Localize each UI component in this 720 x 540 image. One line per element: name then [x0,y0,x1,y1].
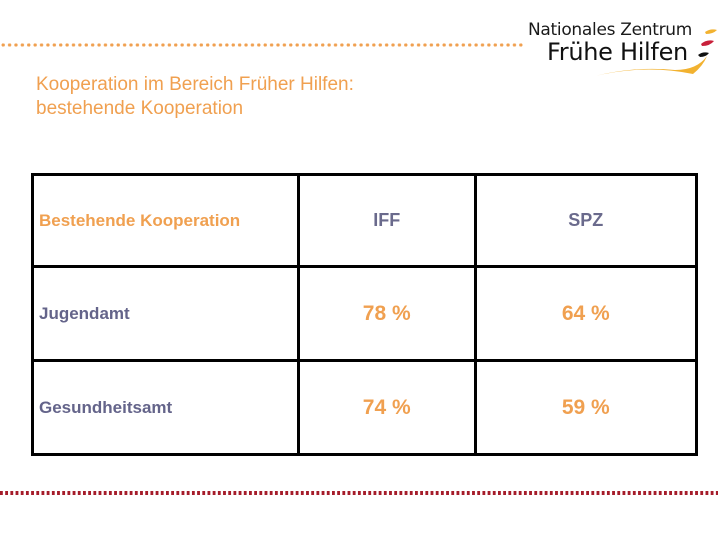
value-cell-spz: 64 % [473,265,699,362]
table-row: Gesundheitsamt 74 % 59 % [31,359,699,456]
logo-text-line1: Nationales Zentrum [528,20,693,40]
header-cell-iff: IFF [296,173,477,268]
value-iff: 74 % [362,395,411,419]
cooperation-table: Bestehende Kooperation IFF SPZ Jugendamt… [31,173,699,456]
value-cell-spz: 59 % [473,359,699,456]
top-dotted-rule [0,43,523,47]
value-spz: 64 % [561,301,610,325]
row-label-cell: Jugendamt [31,265,300,362]
value-spz: 59 % [561,395,610,419]
header-label-spz: SPZ [568,210,604,230]
slide-title-line2: bestehende Kooperation [36,98,244,119]
row-label-cell: Gesundheitsamt [31,359,300,456]
slide-title-line1: Kooperation im Bereich Früher Hilfen: [36,74,354,95]
value-cell-iff: 78 % [296,265,477,362]
header-cell-spz: SPZ [473,173,699,268]
row-label: Jugendamt [39,303,130,323]
logo-text-line2: Frühe Hilfen [547,38,688,66]
header-cell-category: Bestehende Kooperation [31,173,300,268]
header-label-iff: IFF [373,210,401,230]
value-cell-iff: 74 % [296,359,477,456]
value-iff: 78 % [362,301,411,325]
nzfh-logo: Nationales Zentrum Frühe Hilfen [525,18,720,78]
table-header-row: Bestehende Kooperation IFF SPZ [31,173,699,268]
bottom-dotted-rule [0,491,718,495]
table-row: Jugendamt 78 % 64 % [31,265,699,362]
header-label-category: Bestehende Kooperation [39,210,241,230]
row-label: Gesundheitsamt [39,397,173,417]
logo-swoosh-icon [595,29,717,76]
slide-title: Kooperation im Bereich Früher Hilfen: be… [36,73,354,121]
